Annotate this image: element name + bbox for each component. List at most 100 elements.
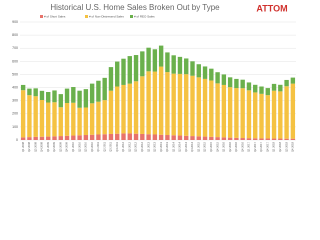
- x-tick-label: Q1 2014: [171, 141, 175, 152]
- bar-segment: [202, 136, 208, 140]
- x-tick-label: Q4 2010: [90, 141, 94, 152]
- bar-segment: [284, 79, 289, 87]
- bar-segment: [77, 135, 82, 140]
- bar-segment: [27, 95, 32, 138]
- bar-segment: [196, 136, 201, 140]
- bar-segment: [253, 92, 258, 139]
- bar-segment: [234, 137, 239, 140]
- bar-segment: [83, 107, 89, 136]
- bar-segment: [209, 80, 214, 137]
- bar-segment: [278, 91, 283, 139]
- x-tick-label: Q3 2016: [234, 141, 238, 152]
- x-tick-label: Q4 2014: [190, 141, 194, 152]
- bar-segment: [271, 138, 277, 140]
- bar-segment: [234, 88, 239, 138]
- bar-segment: [246, 90, 252, 139]
- bar-segment: [246, 82, 252, 91]
- bar-segment: [259, 86, 264, 94]
- bar-segment: [177, 73, 183, 136]
- bar-segment: [209, 68, 214, 81]
- bar-segment: [171, 55, 176, 74]
- bar-segment: [146, 71, 151, 135]
- bar-segment: [58, 107, 63, 137]
- bar-segment: [184, 58, 189, 75]
- bar-segment: [202, 78, 208, 137]
- bar-segment: [89, 103, 95, 135]
- bar-segment: [209, 136, 214, 140]
- bar-segment: [27, 137, 32, 140]
- chart-title: Historical U.S. Home Sales Broken Out by…: [50, 3, 220, 12]
- bar-segment: [39, 90, 45, 101]
- x-tick-label: Q2 2014: [178, 141, 182, 152]
- x-tick-label: Q1 2017: [247, 141, 251, 152]
- x-tick-label: Q1 2018: [272, 141, 276, 152]
- bar-segment: [39, 100, 45, 137]
- bar-segment: [184, 135, 189, 140]
- bar-segment: [71, 135, 76, 140]
- x-tick-label: Q1 2009: [46, 141, 50, 152]
- x-tick-label: Q2 2011: [102, 141, 106, 151]
- x-tick-label: Q3 2018: [284, 141, 288, 152]
- x-tick-label: Q2 2016: [228, 141, 232, 152]
- x-tick-label: Q4 2017: [265, 141, 269, 152]
- bar-segment: [77, 107, 82, 136]
- x-tick-label: Q1 2015: [196, 141, 200, 152]
- bar-segment: [46, 136, 51, 140]
- x-tick-label: Q1 2010: [71, 141, 75, 152]
- bar-segment: [158, 134, 164, 140]
- bar-segment: [221, 74, 227, 85]
- bar-segment: [146, 47, 151, 72]
- bar-segment: [158, 66, 164, 135]
- legend-label: # of Short Sales: [44, 14, 66, 18]
- legend-swatch: [40, 15, 43, 18]
- bar-segment: [108, 133, 114, 140]
- x-tick-label: Q2 2018: [278, 141, 282, 152]
- bar-segment: [215, 83, 220, 138]
- bar-segment: [71, 87, 76, 103]
- bar-segment: [133, 55, 139, 82]
- bar-segment: [284, 138, 289, 140]
- legend-swatch: [130, 15, 133, 18]
- bar-segment: [215, 72, 220, 84]
- x-tick-label: Q2 2015: [203, 141, 207, 152]
- x-tick-label: Q1 2008: [21, 141, 25, 152]
- bar-segment: [64, 135, 70, 140]
- bar-segment: [271, 83, 277, 91]
- bar-segment: [271, 90, 277, 139]
- bar-segment: [190, 61, 195, 76]
- y-tick-label: 600: [12, 59, 18, 63]
- bar-segment: [102, 77, 107, 101]
- x-tick-label: Q4 2008: [40, 141, 44, 152]
- bar-segment: [278, 84, 283, 92]
- bar-segment: [246, 138, 252, 140]
- bar-segment: [96, 134, 101, 140]
- y-tick-label: 300: [12, 99, 18, 103]
- bar-segment: [234, 78, 239, 89]
- bar-segment: [290, 138, 296, 140]
- x-tick-label: Q3 2008: [33, 141, 37, 152]
- x-tick-label: Q3 2014: [184, 141, 188, 152]
- x-tick-label: Q4 2012: [140, 141, 144, 152]
- bar-segment: [33, 88, 38, 97]
- bar-segment: [190, 75, 195, 137]
- bar-segment: [259, 138, 264, 140]
- x-tick-label: Q3 2015: [209, 141, 213, 152]
- bar-segment: [133, 81, 139, 134]
- y-tick-label: 0: [16, 138, 18, 142]
- x-tick-label: Q3 2011: [109, 141, 113, 151]
- bar-segment: [71, 102, 76, 136]
- bar-segment: [253, 84, 258, 93]
- legend-swatch: [85, 15, 88, 18]
- bar-segment: [221, 137, 227, 140]
- bar-segment: [127, 56, 132, 84]
- bar-segment: [202, 66, 208, 79]
- bar-segment: [96, 101, 101, 135]
- y-tick-label: 200: [12, 112, 18, 116]
- bar-segment: [140, 51, 145, 77]
- bar-segment: [46, 102, 51, 137]
- bar-segment: [20, 90, 26, 138]
- x-tick-label: Q2 2010: [77, 141, 81, 152]
- bar-segment: [290, 77, 296, 84]
- bar-segment: [127, 83, 132, 134]
- bar-segment: [146, 134, 151, 140]
